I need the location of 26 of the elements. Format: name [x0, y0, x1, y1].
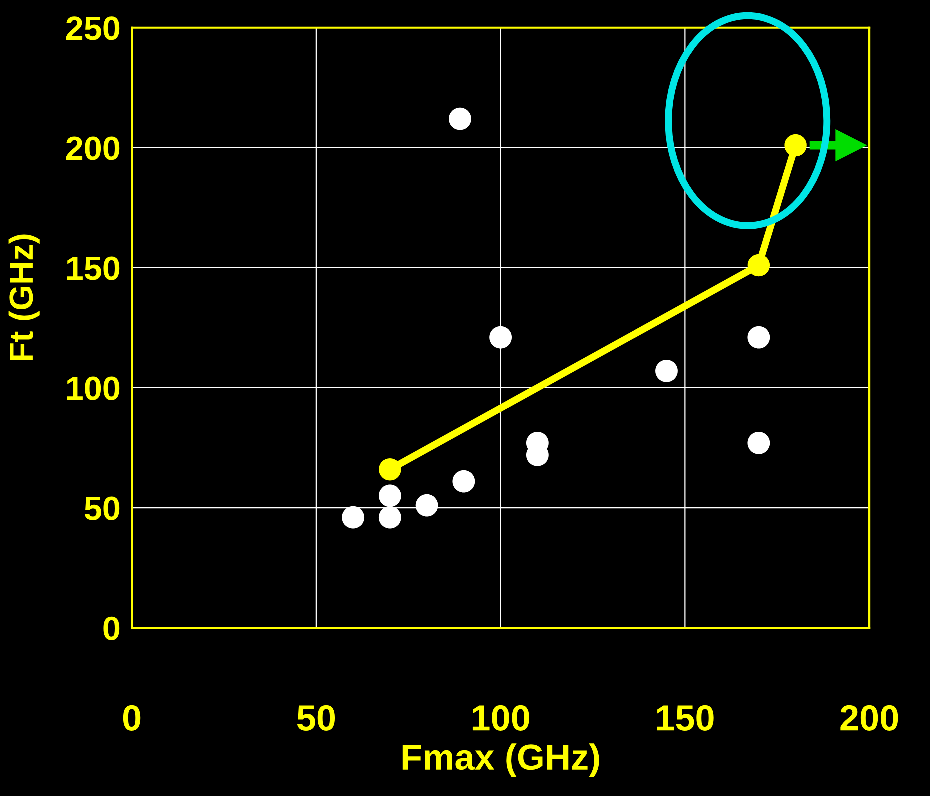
y-axis-title: Ft (GHz) — [8, 234, 40, 361]
point — [378, 506, 402, 529]
y-tick-label: 100 — [67, 376, 120, 400]
y-tick-label: 0 — [104, 616, 120, 640]
x-tick-label: 200 — [840, 705, 898, 731]
point — [342, 506, 365, 529]
point — [379, 458, 402, 481]
point — [449, 108, 472, 130]
x-tick-label: 100 — [472, 705, 530, 731]
point — [748, 326, 770, 349]
y-tick-label: 200 — [66, 136, 120, 160]
x-axis-title: Fmax (GHz) — [402, 744, 600, 778]
x-tick-label: 50 — [297, 705, 336, 731]
point — [748, 254, 770, 277]
point — [784, 134, 807, 157]
x-tick-label: 150 — [657, 705, 714, 731]
point — [748, 432, 770, 454]
y-tick-label: 50 — [84, 496, 120, 520]
point — [378, 484, 402, 508]
point — [416, 494, 438, 517]
point — [656, 360, 678, 382]
y-tick-label: 250 — [66, 16, 120, 40]
point — [490, 326, 512, 349]
point — [452, 470, 476, 493]
y-tick-label: 150 — [67, 256, 120, 280]
x-tick-label: 0 — [123, 705, 141, 731]
